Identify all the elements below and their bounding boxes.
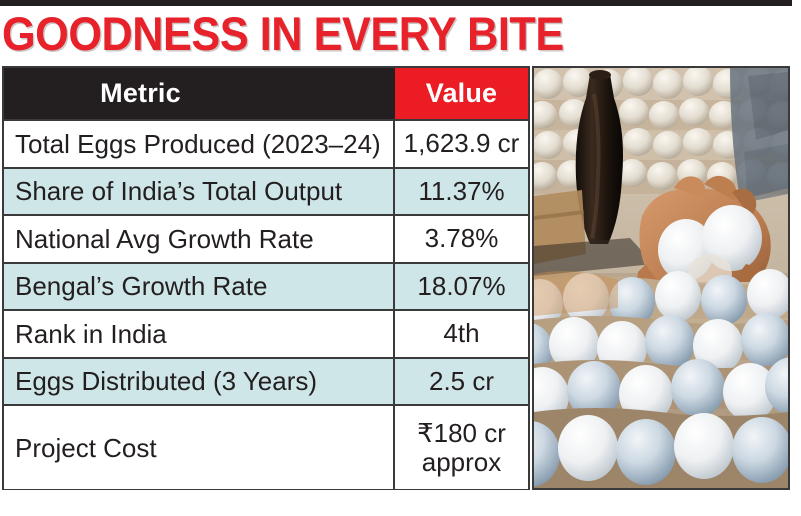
metric-value: ₹180 cr approx	[417, 417, 506, 477]
table-cell-value: 2.5 cr	[395, 358, 528, 404]
table-row: National Avg Growth Rate 3.78%	[4, 216, 528, 264]
table-row: Total Eggs Produced (2023–24) 1,623.9 cr	[4, 121, 528, 169]
table-cell-metric: Rank in India	[4, 311, 395, 357]
table-row: Eggs Distributed (3 Years) 2.5 cr	[4, 358, 528, 406]
table-header-row: Metric Value	[4, 68, 528, 121]
top-divider-rule	[0, 0, 792, 6]
table-cell-metric: Total Eggs Produced (2023–24)	[4, 121, 395, 167]
table-cell-value: ₹180 cr approx	[395, 406, 528, 489]
table-row: Project Cost ₹180 cr approx	[4, 406, 528, 489]
column-header-value-label: Value	[425, 78, 498, 108]
table-header-cell-value: Value	[395, 68, 528, 119]
table-cell-value: 18.07%	[395, 263, 528, 309]
metric-value: 1,623.9 cr	[403, 128, 520, 159]
metric-label: Total Eggs Produced (2023–24)	[15, 128, 381, 159]
metric-value: 11.37%	[418, 175, 505, 206]
metric-label: Project Cost	[15, 432, 157, 463]
metric-label: Rank in India	[15, 318, 167, 349]
metric-value: 18.07%	[417, 270, 506, 301]
metric-label: National Avg Growth Rate	[15, 223, 314, 254]
table-cell-value: 11.37%	[395, 168, 528, 214]
table-cell-metric: Bengal’s Growth Rate	[4, 263, 395, 309]
table-header-cell-metric: Metric	[4, 68, 395, 119]
metric-value: 2.5 cr	[428, 365, 495, 396]
metric-value: 4th	[443, 318, 480, 349]
table-row: Bengal’s Growth Rate 18.07%	[4, 263, 528, 311]
table-cell-metric: National Avg Growth Rate	[4, 216, 395, 262]
table-cell-value: 3.78%	[395, 216, 528, 262]
egg-trays-photo-illustration	[534, 68, 788, 488]
table-cell-metric: Project Cost	[4, 406, 395, 489]
table-row: Share of India’s Total Output 11.37%	[4, 168, 528, 216]
table-cell-value: 4th	[395, 311, 528, 357]
metric-label: Eggs Distributed (3 Years)	[15, 366, 318, 397]
table-cell-value: 1,623.9 cr	[395, 121, 528, 167]
page-title: GOODNESS IN EVERY BITE	[2, 7, 564, 60]
statistics-table: Metric Value Total Eggs Produced (2023–2…	[2, 66, 530, 490]
table-cell-metric: Share of India’s Total Output	[4, 168, 395, 214]
egg-trays-photo	[532, 66, 790, 490]
table-cell-metric: Eggs Distributed (3 Years)	[4, 358, 395, 404]
metric-label: Share of India’s Total Output	[15, 176, 343, 207]
metric-label: Bengal’s Growth Rate	[15, 271, 268, 302]
table-row: Rank in India 4th	[4, 311, 528, 359]
column-header-metric-label: Metric	[100, 78, 181, 108]
metric-value: 3.78%	[424, 223, 499, 254]
